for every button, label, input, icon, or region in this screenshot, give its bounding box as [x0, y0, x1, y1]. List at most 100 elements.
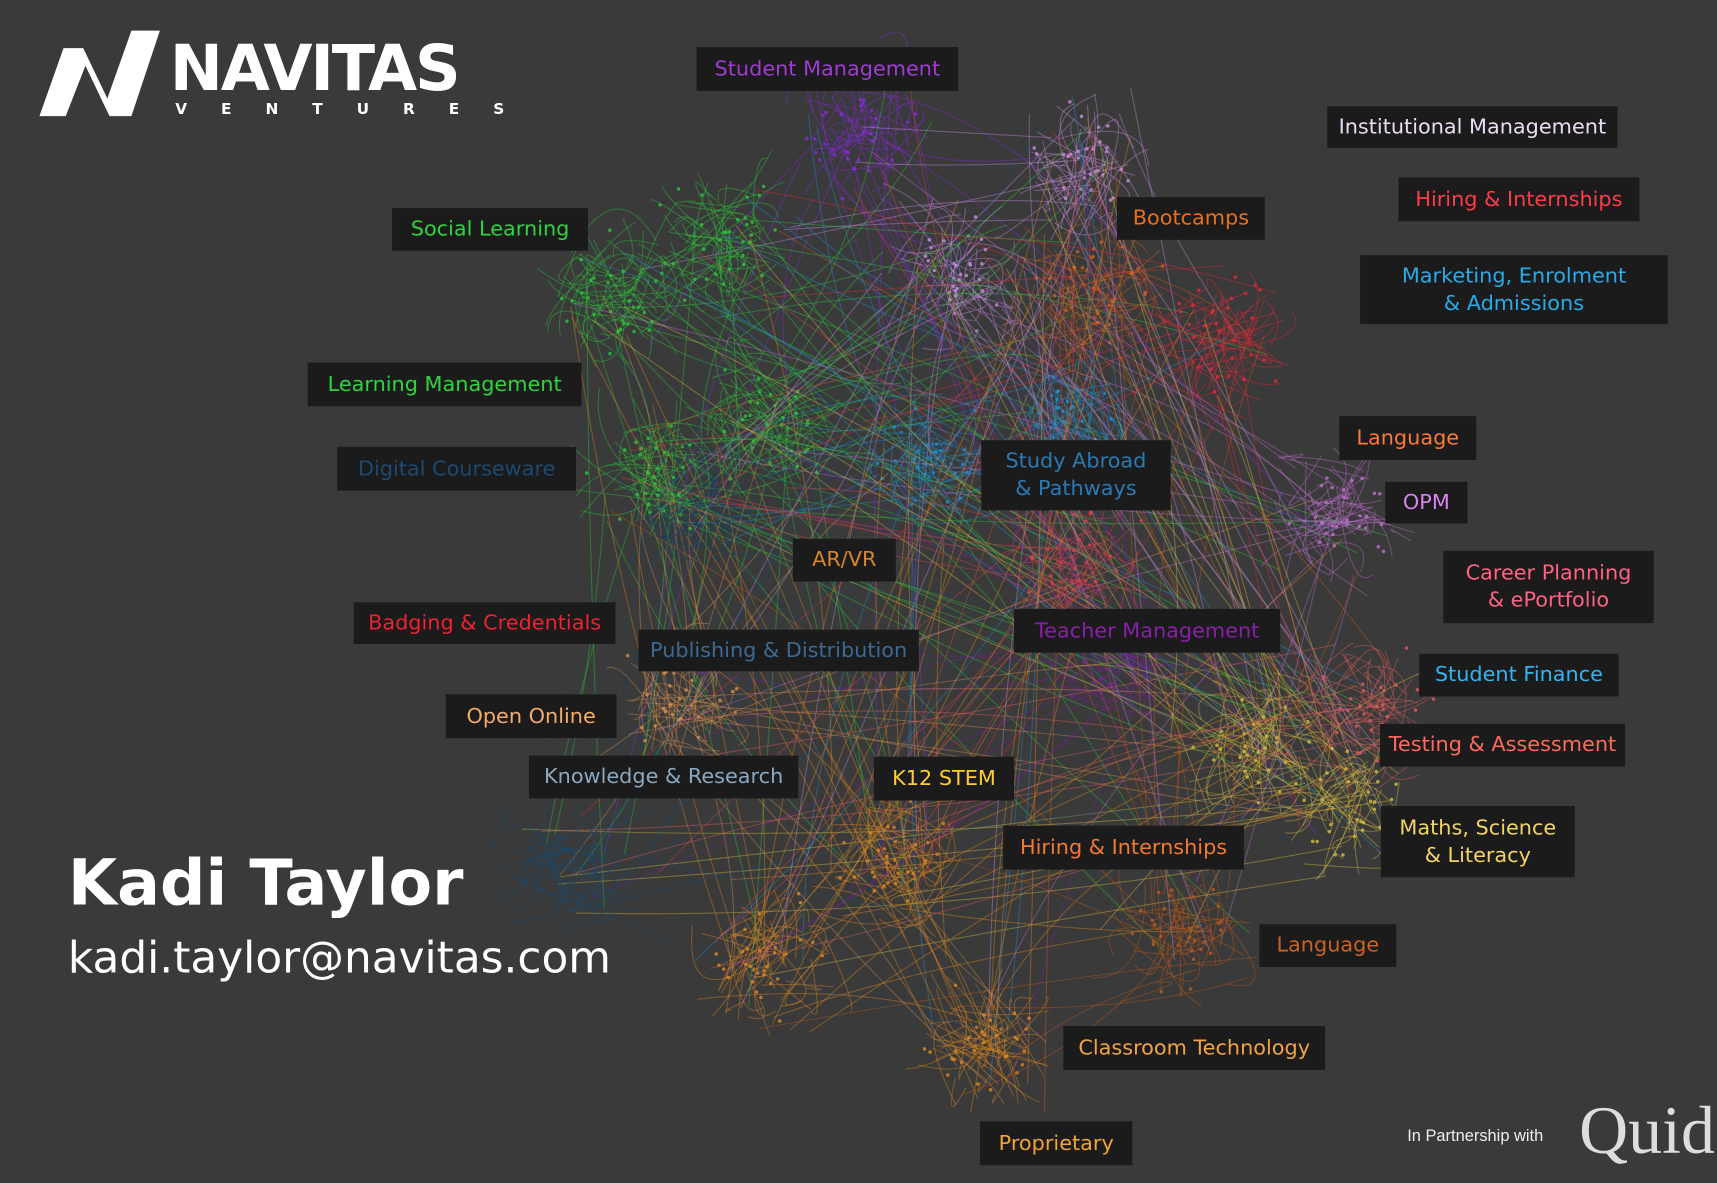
network-node: [1360, 477, 1364, 481]
network-node: [536, 880, 540, 884]
network-node: [924, 472, 928, 476]
network-node: [1068, 100, 1072, 104]
cluster-label: K12 STEM: [874, 757, 1014, 801]
cluster-label-line: Career Planning: [1466, 560, 1632, 587]
network-edge: [753, 158, 767, 218]
network-node: [1048, 277, 1052, 281]
network-node: [1161, 264, 1165, 268]
network-node: [965, 274, 969, 278]
network-node: [883, 847, 887, 851]
network-node: [724, 231, 728, 235]
network-node: [1057, 389, 1061, 393]
network-node: [1376, 780, 1380, 784]
network-node: [1214, 322, 1218, 326]
network-node: [710, 547, 714, 551]
logo-mark: [39, 26, 162, 118]
network-node: [1024, 1027, 1028, 1031]
network-node: [1362, 821, 1366, 825]
network-node: [1077, 586, 1081, 590]
network-node: [1227, 374, 1231, 378]
network-edge: [613, 240, 658, 257]
network-node: [1218, 329, 1222, 333]
network-node: [637, 305, 641, 309]
logo-tagline: VENTURES: [175, 101, 538, 119]
network-node: [1318, 540, 1322, 544]
network-node: [710, 476, 714, 480]
cluster-label-line: Teacher Management: [1035, 617, 1259, 644]
network-node: [1320, 521, 1324, 525]
network-node: [653, 724, 657, 728]
network-node: [1365, 514, 1369, 518]
network-node: [869, 132, 873, 136]
network-node: [702, 487, 706, 491]
partner-text: In Partnership with: [1407, 1127, 1543, 1146]
network-node: [759, 996, 763, 1000]
network-node: [1219, 928, 1223, 932]
cluster-label: Student Management: [696, 47, 958, 91]
network-node: [972, 1049, 976, 1053]
network-node: [741, 240, 745, 244]
cluster-label-line: Marketing, Enrolment: [1402, 262, 1626, 289]
network-node: [632, 330, 636, 334]
network-node: [609, 274, 613, 278]
network-node: [1106, 124, 1110, 128]
network-node: [1062, 153, 1066, 157]
network-node: [1216, 375, 1220, 379]
network-node: [870, 109, 874, 113]
network-node: [1358, 704, 1362, 708]
network-node: [1372, 808, 1376, 812]
network-node: [1394, 683, 1398, 687]
cluster-label: Badging & Credentials: [354, 602, 616, 644]
network-node: [1249, 353, 1253, 357]
network-node: [853, 167, 857, 171]
network-node: [1242, 378, 1246, 382]
network-node: [564, 836, 568, 840]
network-node: [1081, 266, 1085, 270]
network-node: [989, 1088, 993, 1092]
network-node: [1140, 519, 1144, 523]
network-node: [1053, 423, 1057, 427]
network-node: [934, 450, 938, 454]
network-node: [1355, 724, 1359, 728]
network-node: [758, 390, 762, 394]
network-node: [1330, 747, 1334, 751]
network-node: [741, 418, 745, 422]
network-node: [1331, 524, 1335, 528]
network-node: [1378, 492, 1382, 496]
network-node: [1345, 523, 1349, 527]
network-node: [959, 273, 963, 277]
network-node: [1288, 522, 1292, 526]
cluster-label-line: & Pathways: [1015, 475, 1136, 502]
cluster-label: Proprietary: [980, 1121, 1132, 1165]
network-node: [1030, 557, 1034, 561]
network-node: [1374, 770, 1378, 774]
partner-logo: Quid: [1579, 1093, 1715, 1171]
network-node: [1345, 518, 1349, 522]
network-node: [1084, 561, 1088, 565]
network-node: [559, 837, 563, 841]
network-node: [929, 246, 933, 250]
network-node: [958, 497, 962, 501]
network-node: [1322, 675, 1326, 679]
contact-email: kadi.taylor@navitas.com: [68, 933, 611, 983]
network-node: [1361, 682, 1365, 686]
network-node: [1152, 943, 1156, 947]
network-node: [1105, 150, 1109, 154]
network-node: [756, 401, 760, 405]
page: NAVITAS VENTURES Kadi Taylor kadi.taylor…: [0, 0, 1717, 1183]
network-node: [1027, 590, 1031, 594]
network-node: [823, 143, 827, 147]
network-node: [1139, 909, 1143, 913]
network-node: [745, 223, 749, 227]
network-node: [1329, 823, 1333, 827]
network-node: [683, 299, 687, 303]
network-node: [622, 322, 626, 326]
network-node: [578, 899, 582, 903]
network-node: [1230, 297, 1234, 301]
network-edge: [558, 801, 1389, 884]
network-node: [1072, 549, 1076, 553]
network-node: [831, 148, 835, 152]
network-node: [678, 697, 682, 701]
network-node: [1192, 335, 1196, 339]
network-node: [1189, 927, 1193, 931]
